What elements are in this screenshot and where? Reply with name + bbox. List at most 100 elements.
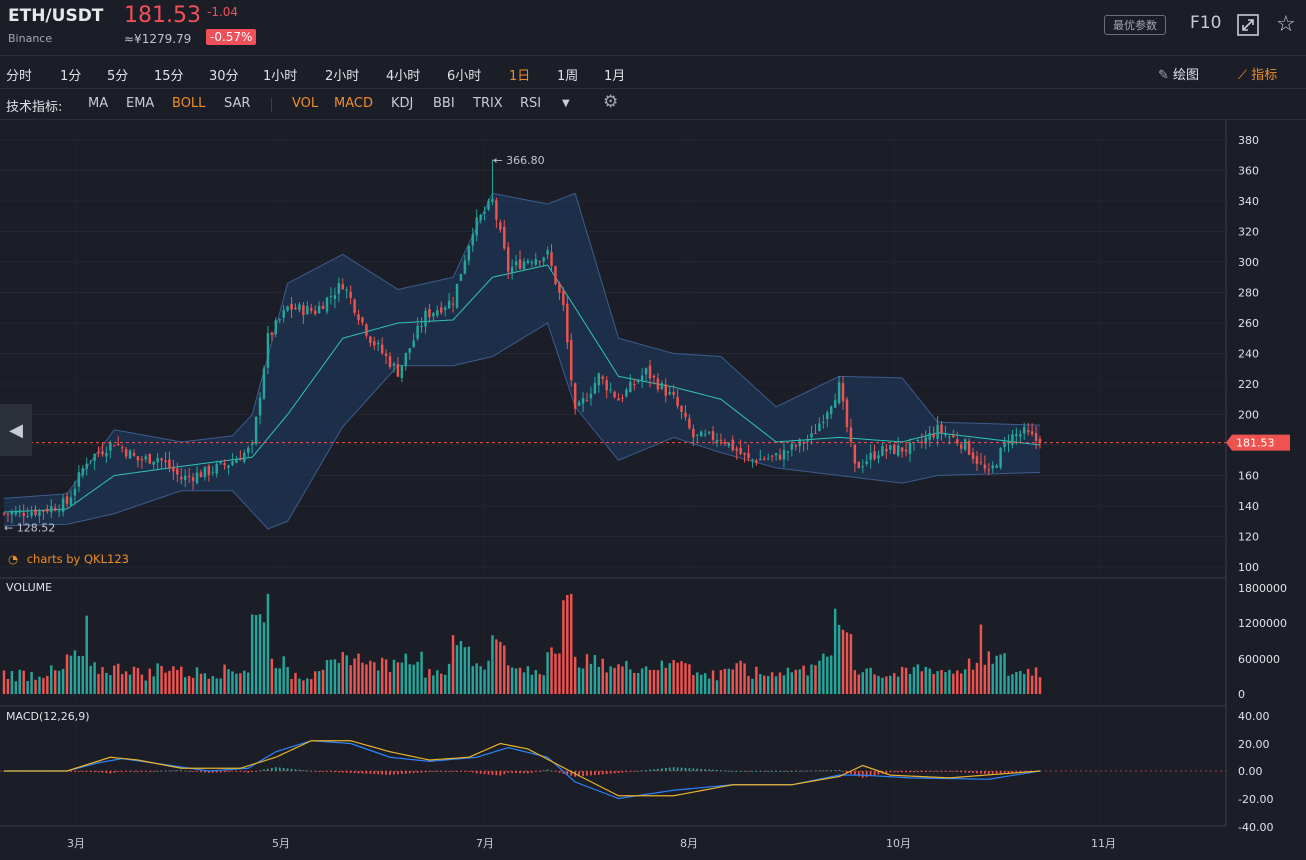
candle-body	[69, 497, 73, 506]
ind-sar[interactable]: SAR	[224, 96, 251, 111]
macd-histogram-bar	[491, 771, 494, 775]
candle-body	[239, 457, 242, 461]
volume-bar	[302, 680, 305, 694]
tf-tab[interactable]: 15分	[154, 69, 184, 84]
candle-body	[369, 336, 372, 343]
volume-bar	[530, 674, 534, 694]
star-icon[interactable]: ☆	[1276, 12, 1296, 37]
candle-body	[156, 457, 159, 463]
ind-ma[interactable]: MA	[88, 96, 109, 111]
macd-histogram-bar	[211, 771, 214, 773]
volume-bar	[101, 667, 104, 694]
macd-histogram-bar	[605, 771, 608, 774]
candle-body	[140, 459, 144, 461]
macd-tick-label: -40.00	[1238, 821, 1273, 834]
volume-bar	[440, 673, 443, 694]
volume-bar	[325, 660, 329, 694]
volume-bar	[636, 673, 640, 694]
tf-tab[interactable]: 1小时	[263, 69, 298, 84]
ind-boll[interactable]: BOLL	[172, 96, 206, 111]
macd-histogram-bar	[109, 771, 112, 774]
candle-body	[573, 383, 577, 409]
macd-histogram-bar	[89, 771, 92, 772]
candle-body	[160, 458, 163, 461]
line-chart-icon: ⟋	[1238, 68, 1248, 83]
volume-bar	[518, 667, 522, 694]
candle-body	[656, 378, 660, 390]
chevron-down-icon[interactable]: ▼	[562, 98, 570, 109]
volume-bar	[148, 668, 151, 694]
tf-tab[interactable]: 1分	[60, 69, 82, 84]
tf-tab[interactable]: 2小时	[325, 69, 360, 84]
candle-body	[609, 389, 612, 391]
candle-body	[904, 449, 908, 452]
volume-bar	[613, 667, 616, 694]
x-axis-labels: 3月 5月 7月 8月 10月 11月	[67, 837, 1116, 850]
volume-bar	[747, 675, 750, 694]
volume-bar	[392, 659, 396, 694]
indicator-button[interactable]: ⟋ 指标	[1238, 64, 1277, 83]
gear-icon[interactable]: ⚙	[603, 92, 619, 112]
boll-bands	[3, 192, 1041, 530]
candle-body	[818, 423, 821, 431]
candle-body	[830, 406, 833, 415]
candle-body	[833, 400, 837, 408]
macd-histogram-bar	[621, 771, 624, 773]
macd-histogram-bar	[940, 771, 943, 772]
tf-tab[interactable]: 6小时	[447, 69, 482, 84]
volume-bar	[672, 659, 675, 694]
volume-bar	[660, 660, 664, 694]
macd-histogram-bar	[452, 771, 454, 772]
ind-rsi[interactable]: RSI	[520, 96, 542, 111]
candle-body	[487, 200, 490, 210]
macd-histogram-bar	[771, 771, 773, 772]
volume-bar	[952, 673, 955, 694]
volume-bar	[798, 669, 801, 694]
macd-histogram-bar	[1003, 771, 1006, 774]
draw-button[interactable]: ✎ 绘图	[1158, 64, 1199, 83]
indicator-bar: 技术指标: MA EMA BOLL SAR VOL MACD KDJ BBI T…	[0, 89, 1306, 120]
candle-body	[286, 306, 289, 311]
candle-body	[538, 261, 541, 263]
tf-tab[interactable]: 1周	[557, 69, 579, 84]
ind-ema[interactable]: EMA	[126, 96, 155, 111]
candle-body	[310, 308, 313, 311]
tf-tab[interactable]: 分时	[6, 69, 33, 84]
volume-bar	[668, 663, 671, 694]
tf-tab[interactable]: 1月	[604, 69, 626, 84]
tf-tab[interactable]: 5分	[107, 69, 129, 84]
best-params-button[interactable]: 最优参数	[1104, 15, 1166, 35]
volume-bar	[896, 676, 900, 694]
candle-body	[739, 447, 742, 454]
ind-kdj[interactable]: KDJ	[391, 96, 414, 111]
macd-histogram-bar	[137, 771, 139, 772]
boll-upper-line	[3, 192, 1041, 499]
candle-body	[881, 446, 884, 456]
volume-bar	[983, 664, 987, 694]
candle-body	[321, 305, 325, 310]
macd-histogram-bar	[152, 771, 155, 772]
volume-bar	[361, 662, 364, 694]
volume-bar	[1015, 671, 1018, 694]
candle-body	[786, 451, 790, 453]
macd-histogram-bar	[176, 770, 179, 772]
ind-macd[interactable]: MACD	[334, 96, 373, 111]
f10-button[interactable]: F10	[1190, 13, 1222, 33]
tf-tab-active[interactable]: 1日	[509, 69, 531, 84]
macd-histogram-bar	[424, 771, 427, 773]
ind-trix[interactable]: TRIX	[473, 96, 503, 111]
candle-body	[999, 447, 1002, 468]
chevron-left-icon[interactable]: ◀	[0, 404, 32, 456]
tf-tab[interactable]: 30分	[209, 69, 239, 84]
volume-bar	[310, 679, 313, 694]
volume-bar	[782, 675, 786, 694]
ind-bbi[interactable]: BBI	[433, 96, 455, 111]
fullscreen-icon[interactable]	[1237, 14, 1259, 36]
tf-tab[interactable]: 4小时	[386, 69, 421, 84]
ind-vol[interactable]: VOL	[292, 96, 319, 111]
candle-body	[546, 250, 549, 255]
macd-histogram-bar	[243, 771, 246, 773]
candle-body	[822, 421, 825, 424]
candle-body	[187, 476, 191, 478]
